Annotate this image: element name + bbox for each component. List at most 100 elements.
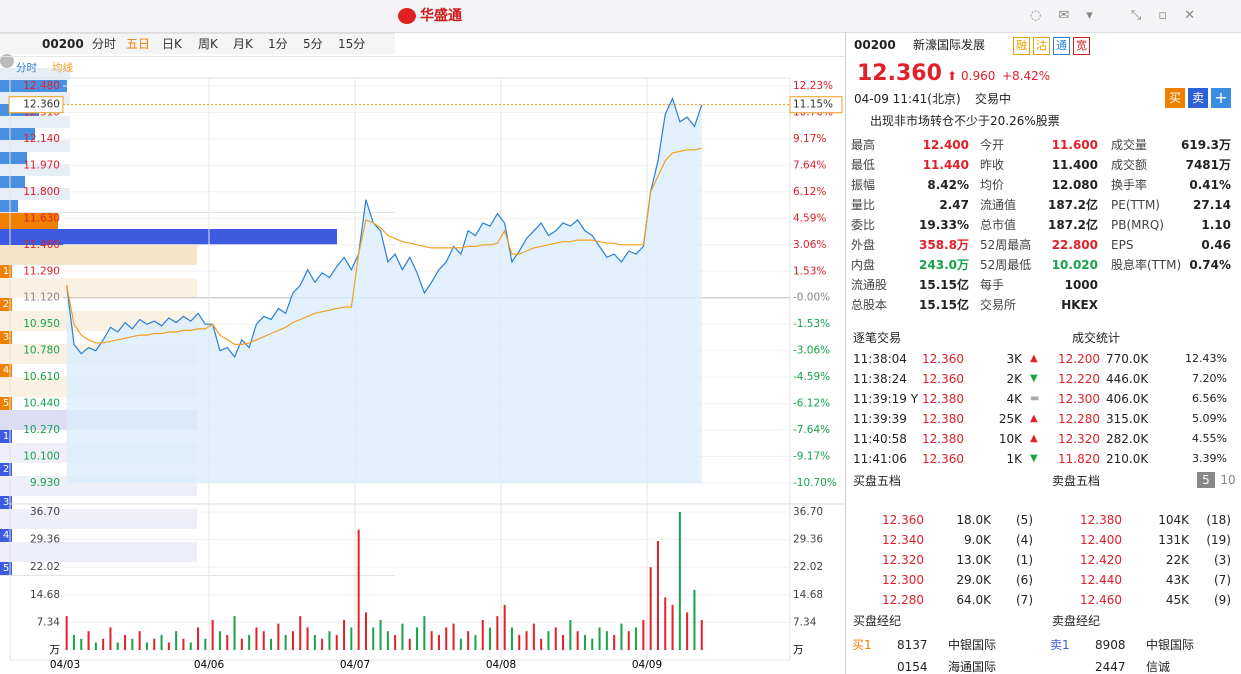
quote-name: 新濠国际发展: [913, 38, 986, 52]
trade-direction: ▼: [1030, 373, 1038, 384]
stat-label: PB(MRQ): [1111, 218, 1164, 232]
book-volume: 104K: [1158, 513, 1189, 527]
volume-bar: [649, 567, 652, 650]
volume-bar: [321, 638, 324, 650]
volume-bar: [65, 616, 68, 650]
volume-bar: [182, 638, 185, 650]
volume-bar: [401, 623, 404, 650]
volume-bar: [109, 627, 112, 650]
y2-tick-label: -6.12%: [793, 398, 830, 410]
legend-label: 均线: [52, 61, 73, 74]
book-row-bg: [0, 542, 197, 562]
level-index: 5: [0, 562, 12, 575]
y2-tick-label: 4.59%: [793, 212, 826, 224]
volume-bar: [343, 619, 346, 650]
y2-tick-label: 6.12%: [793, 186, 826, 198]
stat-label: 每手: [980, 278, 1005, 292]
level-5[interactable]: 5: [1197, 472, 1215, 488]
buy-button[interactable]: 买: [1165, 88, 1185, 108]
badge: 宽: [1073, 37, 1090, 55]
level-index: 4: [0, 364, 12, 377]
trade-price: 12.380: [922, 432, 964, 446]
stat-value: 11.600: [1051, 138, 1098, 152]
volume-bar: [270, 638, 273, 650]
right-panel-border: [845, 32, 846, 674]
vs-amount: 406.0K: [1106, 392, 1149, 406]
volume-bar: [372, 627, 375, 650]
level-10[interactable]: 10: [1220, 473, 1236, 487]
tab[interactable]: 月K: [233, 37, 253, 51]
volume-bar: [525, 631, 528, 650]
book-price: 12.360: [882, 513, 924, 527]
stat-label: 外盘: [851, 238, 876, 252]
tab[interactable]: 日K: [162, 37, 182, 51]
y2-tick-label: 1.53%: [793, 265, 826, 277]
book-volume: 45K: [1165, 593, 1189, 607]
x-tick-label: 04/03: [50, 659, 80, 671]
window-controls[interactable]: ◌✉▾ ⤡▫✕: [1030, 8, 1212, 23]
book-price: 12.320: [882, 553, 924, 567]
volume-bar: [656, 540, 659, 650]
volume-bar: [131, 638, 134, 650]
volume-bar: [386, 631, 389, 650]
vs-pct: 12.43%: [1185, 352, 1227, 365]
stat-value: 0.41%: [1189, 178, 1231, 192]
last-pct-label: 11.15%: [793, 99, 833, 111]
tab[interactable]: 5分: [303, 37, 323, 51]
tab[interactable]: 周K: [198, 37, 218, 51]
volume-bar: [664, 597, 667, 650]
volume-bar: [124, 634, 127, 650]
trade-price: 12.360: [922, 372, 964, 386]
volume-bar: [394, 634, 397, 650]
vs-amount: 770.0K: [1106, 352, 1149, 366]
y2-tick-label: -1.53%: [793, 318, 830, 330]
quote-change: 0.960: [961, 69, 996, 83]
volume-bar: [218, 631, 221, 650]
book-volume: 29.0K: [956, 573, 991, 587]
y2-tick-label: 7.64%: [793, 159, 826, 171]
trade-direction: ▲: [1030, 353, 1038, 364]
volume-bar: [357, 529, 360, 650]
y-tick-label: 10.100: [23, 451, 60, 463]
vs-pct: 4.55%: [1192, 432, 1227, 445]
broker-id: 8137: [897, 638, 928, 652]
volume-unit: 万: [50, 644, 61, 656]
trade-time: 11:39:19 Y: [853, 392, 919, 406]
y-tick-label: 12.140: [23, 133, 60, 145]
volume-bar: [240, 638, 243, 650]
up-arrow: ⬆: [947, 69, 958, 83]
trade-direction: ▬: [1030, 393, 1040, 404]
volume-bar: [364, 612, 367, 650]
logo-icon: [398, 8, 416, 24]
stat-value: 243.0万: [919, 258, 969, 272]
volume-bar: [350, 627, 353, 650]
volume-bar: [583, 634, 586, 650]
sell-button[interactable]: 卖: [1188, 88, 1208, 108]
tab[interactable]: 分时: [92, 37, 117, 51]
stat-label: 成交量: [1111, 138, 1148, 152]
add-button: +: [1211, 88, 1231, 108]
tab[interactable]: 15分: [338, 37, 366, 51]
quote-status: 交易中: [975, 92, 1012, 106]
x-tick-label: 04/08: [486, 659, 516, 671]
badge: 通: [1053, 37, 1070, 55]
tab[interactable]: 1分: [268, 37, 288, 51]
volume-bar: [430, 631, 433, 650]
volume-bar: [138, 631, 141, 650]
volume-bar: [197, 627, 200, 650]
volume-bar: [116, 642, 119, 650]
vs-bar-bg: [0, 140, 70, 152]
volume-bar: [620, 623, 623, 650]
stat-label: 流通股: [851, 278, 888, 292]
stat-label: 总股本: [851, 298, 888, 312]
vs-pct: 7.20%: [1192, 372, 1227, 385]
broker-id: 8908: [1095, 638, 1126, 652]
volume-bar: [700, 619, 703, 650]
book-count: (7): [1214, 573, 1231, 587]
stock-code: 00200: [42, 37, 84, 51]
volume-bar: [262, 631, 265, 650]
tab[interactable]: 五日: [126, 37, 151, 51]
stat-label: 成交额: [1111, 158, 1148, 172]
y2-tick-label: 3.06%: [793, 239, 826, 251]
x-tick-label: 04/06: [194, 659, 225, 671]
